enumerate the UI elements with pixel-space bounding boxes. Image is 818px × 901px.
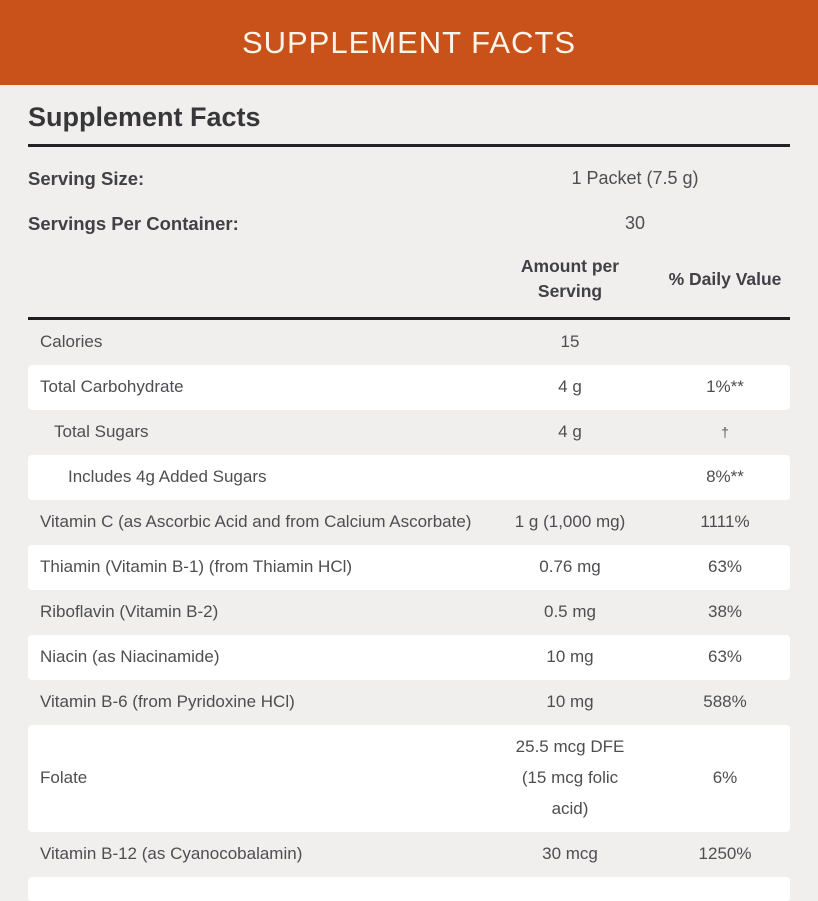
serving-info: Serving Size: 1 Packet (7.5 g) Servings … xyxy=(28,147,790,246)
nutrient-amount: 4 g xyxy=(558,376,582,396)
supplement-facts-panel: Supplement Facts Serving Size: 1 Packet … xyxy=(0,85,818,877)
nutrient-amount: 15 xyxy=(560,331,580,351)
nutrient-daily-value: 63% xyxy=(707,557,743,577)
nutrient-name: Vitamin C (as Ascorbic Acid and from Cal… xyxy=(40,512,472,532)
table-row: Vitamin B-12 (as Cyanocobalamin) 30 mcg … xyxy=(28,832,790,877)
serving-info-label: Servings Per Container: xyxy=(28,212,239,234)
nutrient-amount: 30 mcg xyxy=(542,843,598,863)
nutrient-amount: 1 g (1,000 mg) xyxy=(514,511,626,531)
nutrient-daily-value: 63% xyxy=(707,647,743,667)
nutrient-daily-value: 6% xyxy=(712,768,738,788)
table-row: Calories 15 xyxy=(28,320,790,365)
serving-info-row: Serving Size: 1 Packet (7.5 g) xyxy=(28,156,790,201)
table-row: Folate 25.5 mcg DFE (15 mcg folic acid) … xyxy=(28,724,790,832)
nutrient-name: Total Carbohydrate xyxy=(40,377,184,397)
table-row: Thiamin (Vitamin B-1) (from Thiamin HCl)… xyxy=(28,544,790,590)
table-row: Total Sugars 4 g † xyxy=(28,410,790,455)
serving-info-row: Servings Per Container: 30 xyxy=(28,201,790,246)
nutrient-daily-value: 1111% xyxy=(700,512,750,532)
nutrient-amount: 25.5 mcg DFE (15 mcg folic acid) xyxy=(515,736,625,818)
table-row: Vitamin B-6 (from Pyridoxine HCl) 10 mg … xyxy=(28,680,790,725)
serving-info-value: 1 Packet (7.5 g) xyxy=(571,168,699,188)
table-row: Includes 4g Added Sugars 8%** xyxy=(28,454,790,500)
nutrient-daily-value: † xyxy=(721,424,729,441)
nutrient-amount: 10 mg xyxy=(546,646,594,666)
column-header-amount-per-serving: Amount per Serving xyxy=(520,256,620,302)
nutrient-daily-value: 1%** xyxy=(706,377,744,397)
table-row: Niacin (as Niacinamide) 10 mg 63% xyxy=(28,634,790,680)
banner-title: SUPPLEMENT FACTS xyxy=(241,24,577,60)
column-header-daily-value: % Daily Value xyxy=(668,268,782,289)
serving-info-value: 30 xyxy=(624,213,646,233)
table-column-headers: Amount per Serving % Daily Value xyxy=(28,246,790,317)
panel-heading: Supplement Facts xyxy=(28,85,790,147)
table-row: Total Carbohydrate 4 g 1%** xyxy=(28,364,790,410)
table-row: Vitamin C (as Ascorbic Acid and from Cal… xyxy=(28,500,790,545)
nutrient-daily-value: 1250% xyxy=(698,844,752,864)
nutrient-daily-value: 8%** xyxy=(706,467,744,487)
nutrient-name: Calories xyxy=(40,332,103,352)
nutrient-amount: 0.5 mg xyxy=(544,601,596,621)
nutrient-name: Riboflavin (Vitamin B-2) xyxy=(40,602,219,622)
nutrient-amount: 0.76 mg xyxy=(539,556,601,576)
nutrient-name: Vitamin B-6 (from Pyridoxine HCl) xyxy=(40,692,295,712)
nutrient-name: Vitamin B-12 (as Cyanocobalamin) xyxy=(40,844,303,864)
nutrient-name: Niacin (as Niacinamide) xyxy=(40,647,220,667)
nutrient-name: Includes 4g Added Sugars xyxy=(68,467,267,487)
nutrient-amount: 10 mg xyxy=(546,691,594,711)
table-row: Riboflavin (Vitamin B-2) 0.5 mg 38% xyxy=(28,590,790,635)
nutrient-amount: 4 g xyxy=(558,421,582,441)
nutrient-daily-value: 38% xyxy=(707,602,743,622)
nutrient-name: Thiamin (Vitamin B-1) (from Thiamin HCl) xyxy=(40,557,353,577)
serving-info-label: Serving Size: xyxy=(28,167,145,189)
nutrient-daily-value: 588% xyxy=(703,692,747,712)
nutrient-name: Total Sugars xyxy=(54,422,149,442)
supplement-facts-banner: SUPPLEMENT FACTS xyxy=(0,0,818,85)
nutrient-name: Folate xyxy=(40,768,88,788)
facts-table: Calories 15 Total Carbohydrate 4 g 1%** … xyxy=(28,316,790,877)
partial-next-row xyxy=(28,876,790,901)
